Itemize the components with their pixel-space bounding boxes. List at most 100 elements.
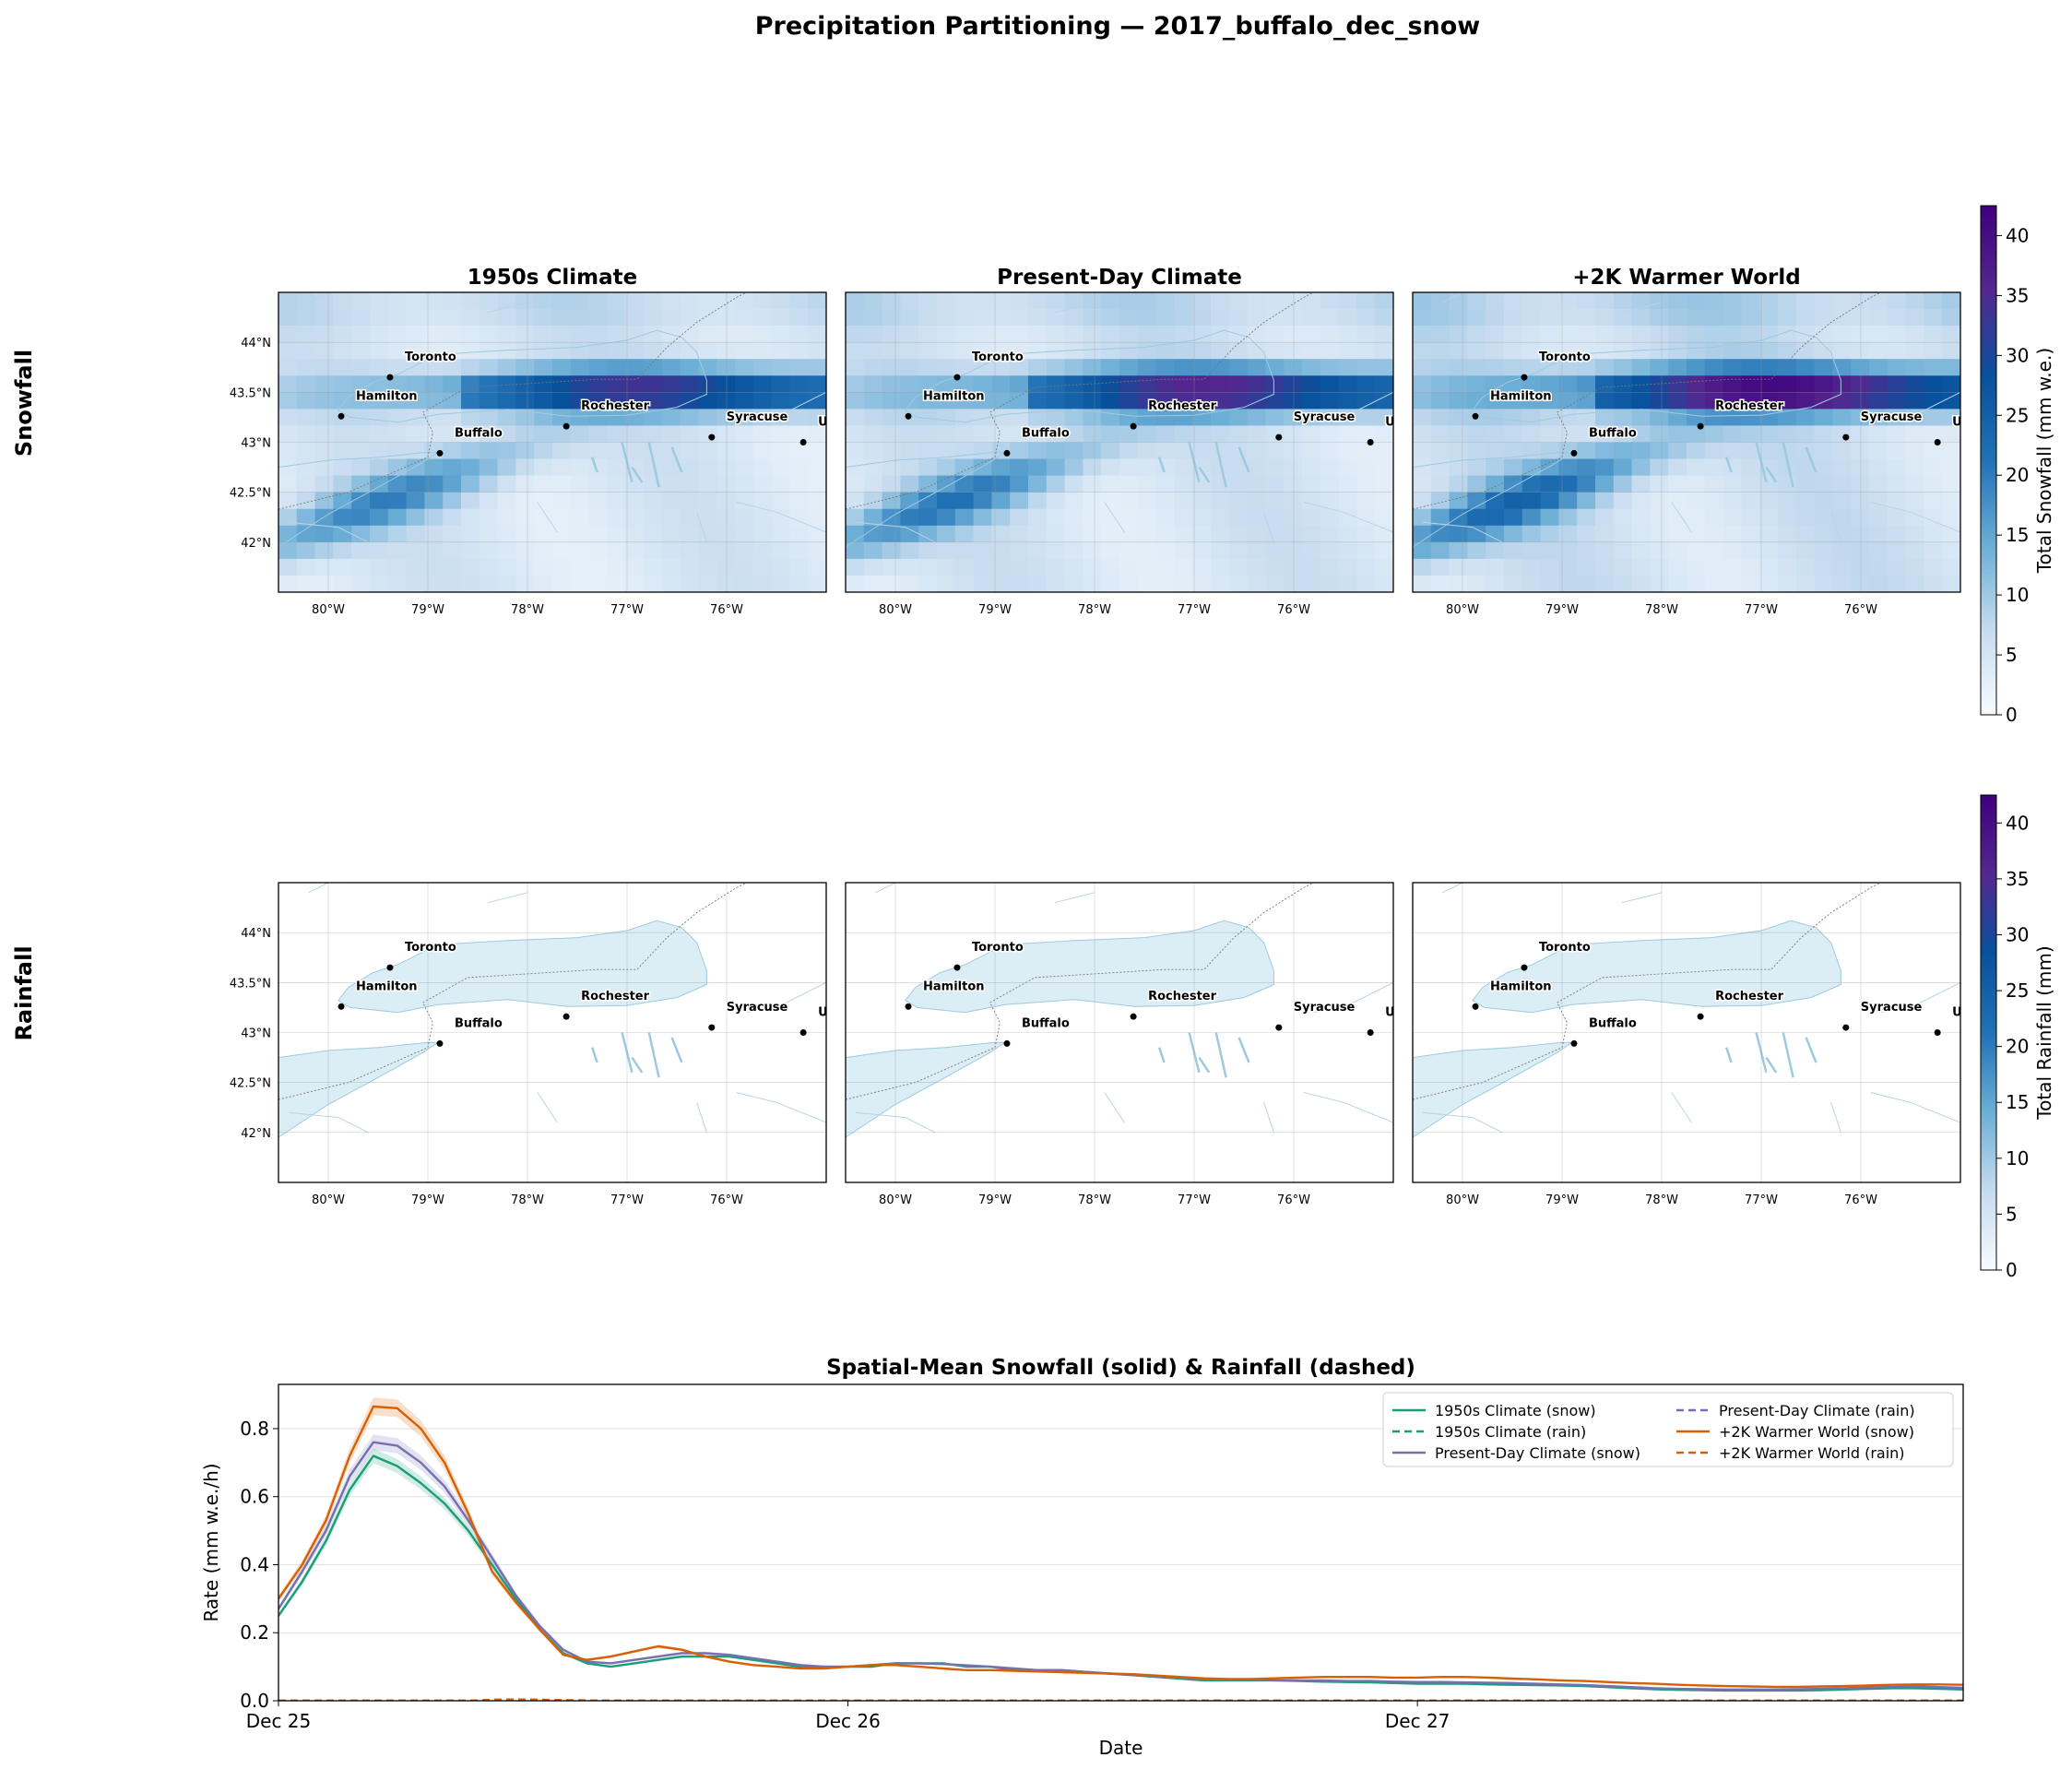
grid-cell [1356, 292, 1376, 310]
grid-cell [1795, 492, 1816, 510]
grid-cell [461, 525, 480, 543]
grid-cell [1284, 425, 1303, 444]
grid-cell [808, 326, 826, 343]
grid-cell [863, 342, 883, 360]
grid-cell [991, 326, 1011, 343]
grid-cell [1924, 342, 1943, 360]
grid-cell [1814, 425, 1833, 444]
finger-lake [670, 1037, 683, 1063]
grid-cell [771, 492, 790, 510]
river-line [875, 292, 896, 303]
grid-cell [1540, 508, 1559, 527]
grid-cell [882, 375, 901, 393]
grid-cell [333, 342, 352, 360]
grid-cell [1650, 475, 1669, 493]
grid-cell [1320, 309, 1340, 326]
grid-cell [296, 409, 316, 427]
grid-cell [534, 359, 553, 376]
grid-cell [680, 575, 699, 592]
grid-cell [1595, 392, 1615, 410]
grid-cell [1064, 359, 1083, 376]
grid-cell [1265, 508, 1285, 527]
grid-cell [1338, 541, 1357, 560]
grid-cell [607, 458, 626, 477]
grid-cell [661, 309, 681, 326]
grid-cell [333, 458, 352, 477]
grid-cell [607, 292, 626, 310]
city-marker [1934, 1029, 1941, 1036]
grid-cell [607, 492, 626, 510]
grid-cell [991, 541, 1011, 560]
city-marker [953, 964, 961, 971]
legend-entry: 1950s Climate (snow) [1435, 1402, 1596, 1419]
grid-cell [808, 409, 826, 427]
grid-cell [1668, 575, 1687, 592]
grid-cell [479, 425, 499, 444]
grid-cell [808, 425, 826, 444]
grid-cell [1905, 342, 1924, 360]
grid-cell [1759, 359, 1779, 376]
lon-tick-label: 76°W [1277, 603, 1310, 617]
grid-cell [882, 475, 901, 493]
grid-cell [406, 409, 425, 427]
grid-cell [1558, 492, 1578, 510]
grid-cell [443, 409, 462, 427]
grid-cell [735, 326, 754, 343]
grid-cell [1851, 508, 1870, 527]
grid-cell [644, 541, 663, 560]
grid-cell [1028, 475, 1048, 493]
grid-cell [789, 558, 809, 576]
grid-cell [789, 442, 809, 460]
grid-cell [954, 508, 975, 527]
grid-cell [443, 442, 462, 460]
grid-cell [1595, 558, 1615, 576]
grid-cell [752, 525, 773, 543]
colorbar-tick-label: 40 [2006, 812, 2029, 834]
grid-cell [735, 292, 754, 310]
river-line [1263, 1102, 1274, 1133]
city-marker [337, 412, 345, 420]
grid-cell [1228, 409, 1249, 427]
grid-cell [370, 326, 389, 343]
grid-cell [991, 392, 1011, 410]
grid-cell [771, 575, 790, 592]
grid-cell [1905, 375, 1924, 393]
grid-cell [752, 409, 773, 427]
grid-cell [1137, 309, 1157, 326]
grid-cell [1869, 475, 1888, 493]
grid-cell [1486, 458, 1505, 477]
grid-cell [1083, 475, 1102, 493]
grid-cell [1759, 575, 1779, 592]
grid-cell [882, 541, 901, 560]
grid-cell [296, 392, 316, 410]
grid-cell [644, 359, 663, 376]
grid-cell [735, 392, 754, 410]
river-line [308, 292, 329, 303]
grid-cell [735, 525, 754, 543]
city-label: Hamilton [356, 389, 418, 403]
grid-cell [406, 492, 425, 510]
grid-cell [1413, 409, 1432, 427]
grid-cell [1558, 425, 1578, 444]
grid-cell [735, 375, 754, 393]
grid-cell [1759, 558, 1779, 576]
grid-cell [461, 508, 480, 527]
grid-cell [1356, 475, 1376, 493]
grid-cell [918, 359, 938, 376]
grid-cell [771, 475, 790, 493]
grid-cell [443, 392, 462, 410]
grid-cell [1814, 442, 1833, 460]
grid-cell [1449, 326, 1468, 343]
grid-cell [1356, 425, 1376, 444]
grid-cell [1613, 409, 1633, 427]
grid-cell [1668, 309, 1687, 326]
grid-cell [1741, 375, 1760, 393]
grid-cell [1595, 541, 1615, 560]
grid-cell [1284, 292, 1303, 310]
grid-cell [752, 558, 773, 576]
grid-cell [698, 326, 717, 343]
grid-cell [1265, 458, 1285, 477]
grid-cell [698, 375, 717, 393]
grid-cell [479, 409, 499, 427]
grid-cell [1577, 342, 1596, 360]
